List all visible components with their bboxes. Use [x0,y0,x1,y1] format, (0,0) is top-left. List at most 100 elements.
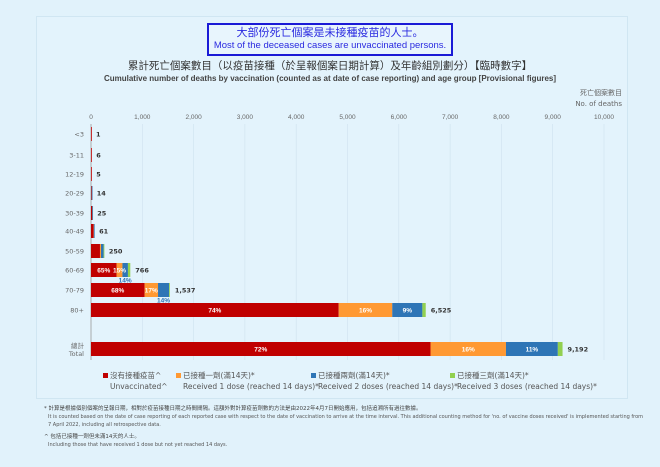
note-1-en: It is counted based on the date of case … [48,414,644,428]
total-label: 61 [99,228,109,236]
x-tick-label: 4,000 [288,114,305,121]
legend-label-zh: 沒有接種疫苗^ [110,371,162,380]
data-label: 68% [111,288,124,295]
bar-segment [505,342,558,356]
category-label: 40-49 [65,228,84,236]
total-label: 9,192 [568,346,589,354]
bar-segment [158,283,170,297]
legend-label-en: Received 3 doses (reached 14 days)* [457,382,597,391]
category-label: 總計 [71,341,85,350]
legend-item[interactable]: 沒有接種疫苗^ Unvaccinated^ [103,370,168,392]
bar-segment [144,283,159,297]
x-tick-label: 5,000 [339,114,356,121]
total-label: 1 [96,131,101,139]
data-label: 16% [359,308,372,315]
legend-swatch [450,373,455,378]
legend-label-zh: 已接種兩劑(滿14天)* [318,371,390,380]
bar-segment [99,244,102,258]
x-tick-label: 6,000 [391,114,408,121]
bar-segment [91,186,92,200]
bar-segment [91,186,93,200]
data-label: 74% [208,308,221,315]
callout-zh: 大部份死亡個案是未接種疫苗的人士。 [236,27,424,39]
legend-label-zh: 已接種三劑(滿14天)* [457,371,529,380]
category-label: 50-59 [65,248,84,256]
bar-segment [430,342,506,356]
callout-box: 大部份死亡個案是未接種疫苗的人士。 Most of the deceased c… [207,23,453,56]
footnotes: * 計算是根據個別個案的呈報日期，相對於疫苗接種日期之時間間隔。這額外對計算疫苗… [44,405,644,449]
legend-label-en: Received 1 dose (reached 14 days)* [183,382,319,391]
category-label: Total [68,350,84,358]
bar-segment [91,263,117,277]
bar-segment [91,206,93,220]
bar-segment [91,148,92,162]
total-label: 14 [97,190,107,198]
x-axis-label: 死亡個案數目 No. of deaths [575,88,622,110]
bar-segment [103,244,105,258]
total-label: 5 [96,171,101,179]
category-label: 12-19 [65,171,84,179]
category-label: 60-69 [65,267,84,275]
data-label: 17% [145,288,158,295]
data-label: 15% [113,268,126,275]
chart-subtitle: Cumulative number of deaths by vaccinati… [103,74,557,83]
data-label: 65% [97,268,110,275]
data-label: 11% [526,347,539,354]
bar-segment [338,303,393,317]
bar-segment [91,224,94,238]
x-tick-label: 10,000 [594,114,614,121]
bar-segment [91,303,339,317]
legend-label-en: Received 2 doses (reached 14 days)* [318,382,458,391]
bar-segment [422,303,426,317]
total-label: 766 [135,267,149,275]
data-label: 9% [403,308,413,315]
bar-segment [93,224,95,238]
chart-title: 累計死亡個案數目（以疫苗接種（於呈報個案日期計算）及年齡組別劃分）【臨時數字】 [127,60,533,72]
bar-segment [116,263,123,277]
total-label: 6 [96,152,101,160]
category-label: 70-79 [65,287,84,295]
legend-item[interactable]: 已接種兩劑(滿14天)* Received 2 doses (reached 14… [311,370,458,392]
bar-segment [91,342,431,356]
x-axis-label-zh: 死亡個案數目 [580,89,622,97]
legend-swatch [311,373,316,378]
note-2-en: Including those that have received 1 dos… [48,442,228,448]
legend-label-en: Unvaccinated^ [110,382,168,391]
x-tick-label: 2,000 [185,114,202,121]
legend-item[interactable]: 已接種三劑(滿14天)* Received 3 doses (reached 14… [450,370,597,392]
total-label: 6,525 [431,307,452,315]
x-tick-label: 1,000 [134,114,151,121]
x-tick-label: 0 [89,114,93,121]
total-label: 1,537 [175,287,196,295]
bar-segment [101,244,104,258]
bar-segment [169,283,170,297]
bar-segment [392,303,423,317]
category-label: 20-29 [65,190,84,198]
x-tick-label: 7,000 [442,114,459,121]
legend-item[interactable]: 已接種一劑(滿14天)* Received 1 dose (reached 14 … [176,370,319,392]
data-label-outside: 14% [119,278,132,285]
category-label: <3 [74,131,84,139]
data-label: 16% [462,347,475,354]
legend-label-zh: 已接種一劑(滿14天)* [183,371,255,380]
x-tick-label: 3,000 [237,114,254,121]
total-label: 25 [97,210,107,218]
legend-swatch [103,373,108,378]
chart-panel [36,16,628,399]
data-label-outside: 14% [157,298,170,305]
category-label: 3-11 [69,152,84,160]
bar-segment [91,167,92,181]
legend-swatch [176,373,181,378]
callout-en: Most of the deceased cases are unvaccina… [213,40,447,51]
x-axis-label-en: No. of deaths [575,100,622,108]
bar-segment [557,342,563,356]
note-1-zh: * 計算是根據個別個案的呈報日期，相對於疫苗接種日期之時間間隔。這額外對計算疫苗… [44,406,422,412]
bar-segment [122,263,128,277]
bar-segment [91,283,145,297]
bar-segment [91,127,92,141]
bar-segment [92,206,94,220]
total-label: 250 [109,248,123,256]
x-tick-label: 9,000 [545,114,562,121]
category-label: 30-39 [65,210,84,218]
